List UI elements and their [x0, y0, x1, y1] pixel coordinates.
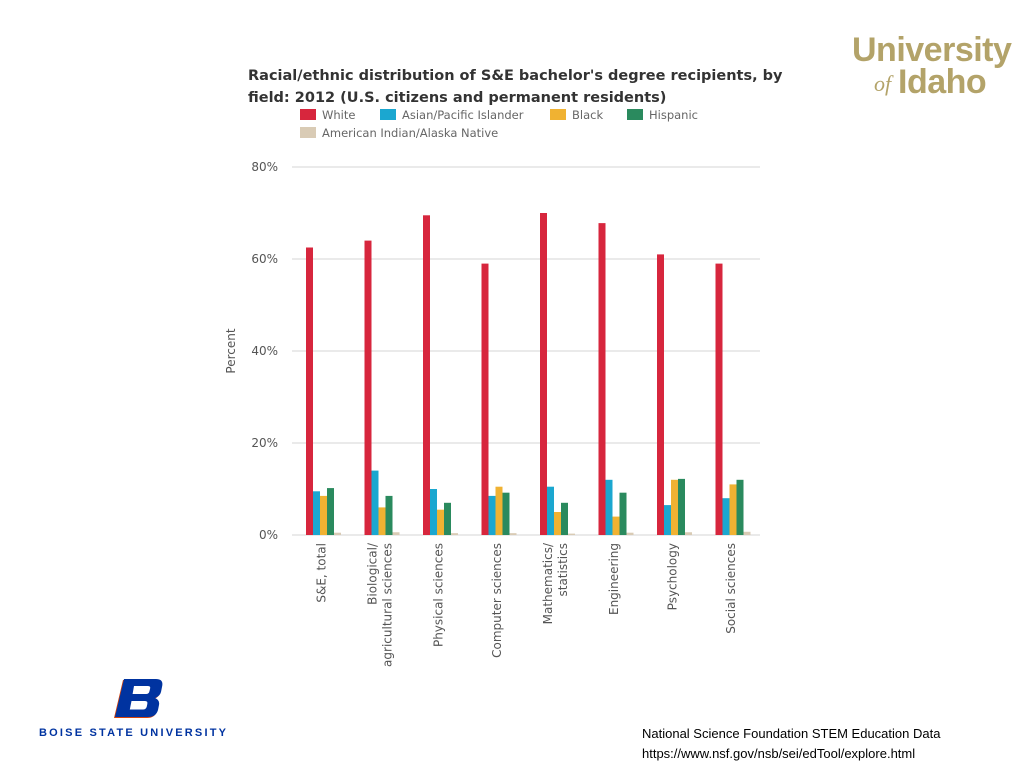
y-tick-label: 60% — [251, 252, 278, 266]
legend-label: Black — [572, 108, 603, 122]
legend-label: Hispanic — [649, 108, 698, 122]
x-tick-label: Psychology — [666, 543, 680, 610]
bar — [743, 531, 751, 535]
bar — [540, 213, 547, 535]
bar — [437, 509, 444, 535]
university-of-idaho-logo: University of Idaho — [852, 32, 1022, 102]
x-tick-label: S&E, total — [315, 543, 329, 603]
x-tick-label: Engineering — [607, 543, 621, 615]
boise-state-university-wordmark: BOISE STATE UNIVERSITY — [39, 727, 229, 739]
bar — [554, 512, 561, 535]
bar — [619, 492, 627, 535]
bar — [392, 532, 400, 535]
boise-state-university-logo: BOISE STATE UNIVERSITY — [36, 676, 246, 746]
y-tick-label: 20% — [251, 436, 278, 450]
bar — [547, 486, 554, 535]
bar — [364, 240, 372, 535]
legend-label: Asian/Pacific Islander — [402, 108, 524, 122]
bar — [568, 533, 575, 535]
legend-label: White — [322, 108, 355, 122]
x-tick-label: Social sciences — [724, 543, 738, 634]
bar — [605, 479, 613, 535]
legend-label: American Indian/Alaska Native — [322, 126, 498, 140]
legend-swatch — [380, 109, 396, 120]
bar — [657, 254, 664, 535]
bar — [715, 263, 723, 535]
bar — [722, 498, 730, 535]
legend-swatch — [300, 127, 316, 138]
x-tick-label: Biological/ — [366, 542, 380, 605]
bar — [371, 470, 379, 535]
bar — [385, 495, 393, 535]
x-tick-label: statistics — [556, 543, 570, 597]
bar — [671, 479, 678, 535]
bar — [327, 488, 334, 535]
bar — [488, 495, 496, 535]
bar — [451, 533, 458, 535]
legend-swatch — [550, 109, 566, 120]
bar — [313, 491, 320, 535]
bar — [736, 479, 744, 535]
y-tick-label: 80% — [251, 160, 278, 174]
bar — [729, 484, 737, 535]
bar — [612, 516, 620, 535]
bar — [306, 247, 313, 535]
bar — [664, 505, 671, 535]
boise-state-b-mark-icon — [114, 679, 163, 718]
source-note: National Science Foundation STEM Educati… — [642, 724, 940, 764]
bar — [334, 532, 341, 535]
legend-swatch — [300, 109, 316, 120]
bar — [378, 507, 386, 535]
bar — [320, 495, 327, 535]
y-tick-label: 0% — [259, 528, 278, 542]
bar — [502, 492, 510, 535]
bar — [481, 263, 489, 535]
bar — [598, 223, 606, 535]
x-tick-label: Computer sciences — [490, 543, 504, 658]
y-tick-label: 40% — [251, 344, 278, 358]
x-tick-label: agricultural sciences — [381, 543, 395, 667]
source-url: https://www.nsf.gov/nsb/sei/edTool/explo… — [642, 746, 916, 761]
chart-title-line: field: 2012 (U.S. citizens and permanent… — [248, 90, 666, 106]
uidaho-logo-university: University — [852, 31, 1012, 69]
legend-swatch — [627, 109, 643, 120]
bar — [626, 532, 634, 535]
x-tick-label: Physical sciences — [432, 543, 446, 647]
bar — [495, 486, 503, 535]
bar — [423, 215, 430, 536]
uidaho-logo-of: of — [874, 71, 892, 96]
chart-title-line: Racial/ethnic distribution of S&E bachel… — [248, 68, 783, 84]
bar — [678, 478, 685, 535]
bar — [509, 533, 517, 535]
source-line-1: National Science Foundation STEM Educati… — [642, 726, 941, 741]
bar — [685, 532, 692, 535]
x-tick-label: Mathematics/ — [541, 542, 555, 624]
bar — [430, 489, 437, 535]
bar-chart: Racial/ethnic distribution of S&E bachel… — [224, 68, 783, 667]
y-axis-label: Percent — [224, 328, 238, 373]
uidaho-logo-idaho: Idaho — [898, 63, 987, 101]
bar — [561, 502, 568, 535]
bar — [444, 502, 451, 535]
